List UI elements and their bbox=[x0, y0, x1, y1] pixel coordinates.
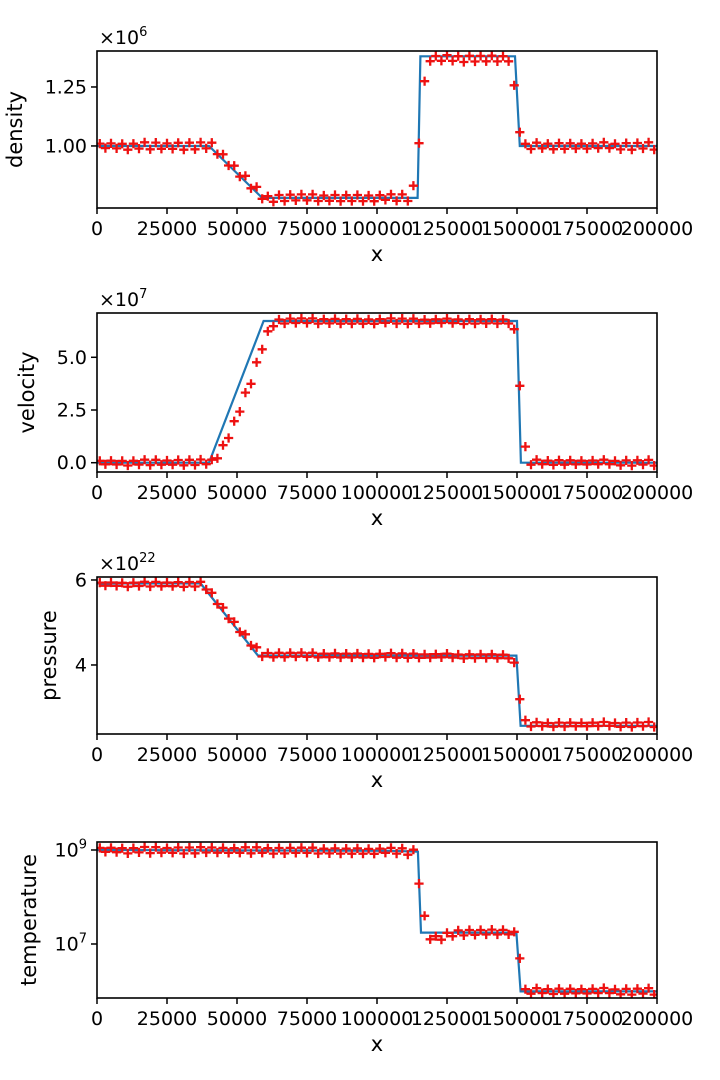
x-tick-label: 150000 bbox=[481, 1008, 554, 1030]
x-tick-label: 125000 bbox=[411, 482, 484, 504]
x-tick-label: 125000 bbox=[411, 1008, 484, 1030]
x-tick-label: 125000 bbox=[411, 218, 484, 240]
x-axis-label-pressure: x bbox=[371, 768, 383, 792]
x-tick-label: 0 bbox=[91, 744, 103, 766]
x-tick-label: 0 bbox=[91, 218, 103, 240]
y-tick-label: 2.5 bbox=[57, 399, 87, 421]
x-tick-label: 175000 bbox=[551, 744, 624, 766]
density-simulation-markers bbox=[97, 51, 657, 207]
x-axis-label-velocity: x bbox=[371, 506, 383, 530]
x-tick-label: 100000 bbox=[341, 218, 414, 240]
axes-frame-velocity bbox=[96, 312, 658, 473]
x-tick-label: 75000 bbox=[277, 482, 337, 504]
plot-area-velocity bbox=[97, 313, 657, 471]
subplot-velocity: 0.0 2.5 5.0 0 25000 50000 75000 100000125000150… bbox=[15, 287, 693, 530]
x-tick-label: 200000 bbox=[621, 218, 694, 240]
x-tick-label: 200000 bbox=[621, 744, 694, 766]
y-tick-label: 5.0 bbox=[57, 347, 87, 369]
x-tick-label: 200000 bbox=[621, 1008, 694, 1030]
x-axis-label-density: x bbox=[371, 242, 383, 266]
subplot-density: 1.00 1.25 0 25000 50000 75000 1000001250001500… bbox=[3, 25, 693, 266]
x-tick-label: 50000 bbox=[207, 482, 267, 504]
temperature-analytic-line bbox=[97, 848, 657, 993]
y-tick-label: 1.00 bbox=[45, 135, 87, 157]
pressure-simulation-markers bbox=[97, 577, 657, 732]
y-tick-label: 6 bbox=[75, 569, 87, 591]
temperature-simulation-markers bbox=[97, 842, 657, 998]
subplot-pressure: 4 6 0 25000 50000 75000 1000001250001500001750… bbox=[37, 551, 693, 792]
x-axis-label-temperature: x bbox=[371, 1032, 383, 1056]
y-axis-label-velocity: velocity bbox=[15, 351, 39, 433]
y-tick-label: 109 bbox=[55, 837, 87, 861]
y-offset-text-pressure: ×1022 bbox=[99, 551, 156, 575]
x-tick-label: 100000 bbox=[341, 482, 414, 504]
x-tick-label: 50000 bbox=[207, 1008, 267, 1030]
x-tick-label: 175000 bbox=[551, 482, 624, 504]
subplot-temperature: 109 107 0 25000 50000 75000 100000125000150000… bbox=[17, 837, 693, 1056]
axes-frame-density bbox=[96, 50, 658, 209]
plot-area-pressure bbox=[97, 577, 657, 732]
y-offset-text-density: ×106 bbox=[99, 25, 147, 49]
x-tick-label: 150000 bbox=[481, 218, 554, 240]
velocity-simulation-markers bbox=[97, 313, 657, 471]
x-tick-label: 150000 bbox=[481, 744, 554, 766]
x-tick-label: 25000 bbox=[137, 218, 197, 240]
x-tick-label: 200000 bbox=[621, 482, 694, 504]
y-tick-label: 4 bbox=[75, 654, 87, 676]
x-tick-label: 0 bbox=[91, 482, 103, 504]
x-tick-label: 100000 bbox=[341, 1008, 414, 1030]
x-tick-label: 75000 bbox=[277, 1008, 337, 1030]
y-offset-text-velocity: ×107 bbox=[99, 287, 147, 311]
x-tick-label: 25000 bbox=[137, 744, 197, 766]
x-tick-label: 75000 bbox=[277, 744, 337, 766]
y-axis-label-temperature: temperature bbox=[17, 854, 41, 986]
plot-area-temperature bbox=[97, 842, 657, 998]
x-tick-label: 25000 bbox=[137, 482, 197, 504]
x-tick-label: 50000 bbox=[207, 218, 267, 240]
y-axis-label-density: density bbox=[3, 91, 27, 168]
y-tick-label: 107 bbox=[55, 931, 87, 955]
y-tick-label: 0.0 bbox=[57, 452, 87, 474]
x-tick-label: 150000 bbox=[481, 482, 554, 504]
x-tick-label: 100000 bbox=[341, 744, 414, 766]
x-tick-label: 75000 bbox=[277, 218, 337, 240]
velocity-analytic-line bbox=[97, 319, 657, 464]
x-tick-label: 25000 bbox=[137, 1008, 197, 1030]
x-tick-label: 50000 bbox=[207, 744, 267, 766]
x-tick-label: 0 bbox=[91, 1008, 103, 1030]
x-tick-label: 175000 bbox=[551, 218, 624, 240]
y-axis-label-pressure: pressure bbox=[37, 610, 61, 701]
x-tick-label: 125000 bbox=[411, 744, 484, 766]
axes-frame-temperature bbox=[96, 841, 658, 999]
x-tick-label: 175000 bbox=[551, 1008, 624, 1030]
y-tick-label: 1.25 bbox=[45, 76, 87, 98]
plot-area-density bbox=[97, 51, 657, 207]
density-analytic-line bbox=[97, 55, 657, 199]
